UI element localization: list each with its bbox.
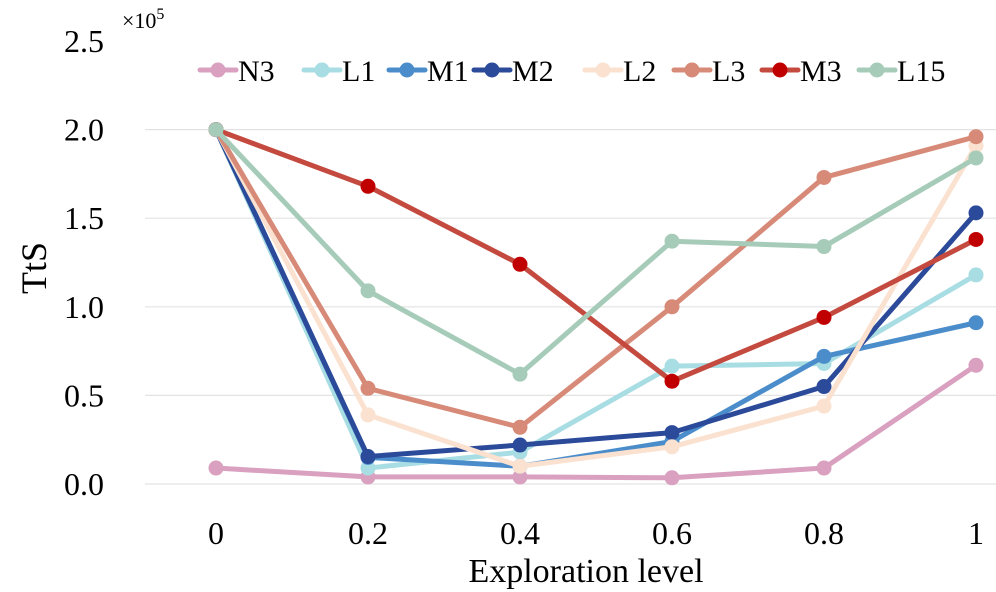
y-tick-label: 2.5 bbox=[64, 23, 104, 59]
y-axis-label: TtS bbox=[14, 242, 54, 294]
legend-item-m1: M1 bbox=[386, 55, 469, 88]
y-tick-label: 0.5 bbox=[64, 377, 104, 413]
data-point bbox=[816, 460, 832, 476]
series-n3 bbox=[208, 357, 984, 486]
data-point bbox=[512, 437, 528, 453]
series-line-l2 bbox=[213, 127, 979, 469]
series-line-l15 bbox=[213, 127, 979, 377]
x-tick-label: 1 bbox=[968, 515, 984, 551]
legend-label: N3 bbox=[238, 55, 275, 88]
data-point bbox=[664, 358, 680, 374]
data-point bbox=[816, 309, 832, 325]
series-line-m2 bbox=[213, 127, 979, 460]
legend-item-n3: N3 bbox=[197, 55, 275, 88]
multiplier-base: ×10 bbox=[122, 8, 156, 33]
x-axis-label: Exploration level bbox=[468, 553, 703, 590]
legend-item-l3: L3 bbox=[671, 55, 745, 88]
data-point bbox=[208, 460, 224, 476]
legend: N3 L1 M1 M2 L2 L3 M3 L15 bbox=[197, 55, 945, 88]
legend-item-l15: L15 bbox=[856, 55, 945, 88]
legend-label: L3 bbox=[712, 55, 745, 88]
series-line-m3 bbox=[213, 127, 979, 384]
legend-marker bbox=[684, 62, 700, 78]
data-point bbox=[664, 470, 680, 486]
legend-item-l1: L1 bbox=[301, 55, 375, 88]
legend-marker bbox=[484, 62, 500, 78]
data-point bbox=[968, 205, 984, 221]
legend-marker bbox=[772, 62, 788, 78]
data-point bbox=[968, 231, 984, 247]
data-point bbox=[360, 460, 376, 476]
series-l1 bbox=[208, 122, 984, 476]
data-point bbox=[664, 439, 680, 455]
series-line-l3 bbox=[213, 127, 979, 430]
multiplier-exponent: 5 bbox=[156, 6, 164, 23]
legend-label: L15 bbox=[897, 55, 945, 88]
x-tick-label: 0.2 bbox=[348, 515, 388, 551]
legend-label: M1 bbox=[427, 55, 469, 88]
data-point bbox=[360, 178, 376, 194]
data-point bbox=[360, 283, 376, 299]
legend-label: L2 bbox=[623, 55, 656, 88]
legend-label: M2 bbox=[512, 55, 554, 88]
data-point bbox=[512, 256, 528, 272]
data-point bbox=[968, 315, 984, 331]
data-point bbox=[968, 150, 984, 166]
y-tick-label: 1.5 bbox=[64, 200, 104, 236]
data-point bbox=[816, 398, 832, 414]
x-axis-ticks: 0 0.2 0.4 0.6 0.8 1 bbox=[208, 515, 984, 551]
data-point bbox=[816, 239, 832, 255]
data-point bbox=[816, 169, 832, 185]
data-point bbox=[968, 129, 984, 145]
data-point bbox=[816, 379, 832, 395]
legend-marker bbox=[869, 62, 885, 78]
legend-marker bbox=[314, 62, 330, 78]
y-tick-label: 0.0 bbox=[64, 466, 104, 502]
multiplier-label: ×105 bbox=[122, 6, 164, 33]
y-tick-label: 2.0 bbox=[64, 112, 104, 148]
data-point bbox=[968, 267, 984, 283]
x-tick-label: 0 bbox=[208, 515, 224, 551]
legend-label: L1 bbox=[342, 55, 375, 88]
data-point bbox=[360, 380, 376, 396]
data-point bbox=[664, 373, 680, 389]
x-tick-label: 0.8 bbox=[804, 515, 844, 551]
legend-item-l2: L2 bbox=[582, 55, 656, 88]
legend-item-m3: M3 bbox=[759, 55, 842, 88]
x-tick-label: 0.6 bbox=[652, 515, 692, 551]
legend-marker bbox=[210, 62, 226, 78]
data-point bbox=[816, 348, 832, 364]
legend-item-m2: M2 bbox=[471, 55, 554, 88]
legend-marker bbox=[399, 62, 415, 78]
data-point bbox=[360, 449, 376, 465]
legend-label: M3 bbox=[800, 55, 842, 88]
data-point bbox=[512, 458, 528, 474]
series-l15 bbox=[208, 122, 984, 382]
legend-marker bbox=[595, 62, 611, 78]
data-point bbox=[664, 233, 680, 249]
data-point bbox=[360, 407, 376, 423]
data-point bbox=[512, 419, 528, 435]
series-group bbox=[208, 122, 984, 486]
y-tick-label: 1.0 bbox=[64, 289, 104, 325]
x-tick-label: 0.4 bbox=[500, 515, 540, 551]
gridlines bbox=[145, 129, 996, 485]
data-point bbox=[512, 469, 528, 485]
series-line-n3 bbox=[213, 362, 979, 481]
series-l3 bbox=[208, 122, 984, 435]
data-point bbox=[968, 357, 984, 373]
data-point bbox=[664, 299, 680, 315]
data-point bbox=[208, 122, 224, 138]
data-point bbox=[512, 366, 528, 382]
data-point bbox=[664, 425, 680, 441]
y-axis-ticks: 0.0 0.5 1.0 1.5 2.0 2.5 bbox=[64, 23, 104, 502]
